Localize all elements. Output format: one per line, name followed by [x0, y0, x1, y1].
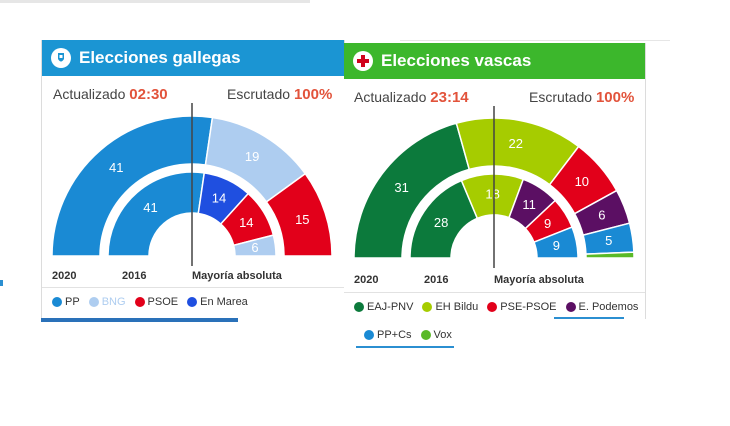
galicia-counted-pct: 100% — [293, 86, 333, 103]
seat-count-label: 31 — [394, 180, 408, 195]
galicia-updated-time: 02:30 — [129, 86, 168, 103]
legend-item-e-podemos[interactable]: E. Podemos — [565, 301, 639, 313]
seat-count-label: 22 — [509, 136, 523, 151]
ring-label: 2020 — [52, 270, 76, 282]
basque-title: Elecciones vascas — [381, 51, 532, 70]
galicia-bottom-bar — [41, 318, 238, 322]
legend-item-eh-bildu[interactable]: EH Bildu — [422, 301, 478, 313]
basque-header: Elecciones vascas — [344, 43, 645, 79]
legend-item-bng[interactable]: BNG — [88, 296, 126, 308]
galicia-legend-divider — [42, 287, 344, 288]
legend-label: PSOE — [147, 296, 179, 308]
basque-legend-scroll-indicator — [554, 317, 624, 319]
seat-count-label: 9 — [544, 216, 551, 231]
legend-label: En Marea — [200, 296, 248, 308]
seat-segment-2016-bng — [232, 234, 277, 257]
legend-item-eaj-pnv[interactable]: EAJ-PNV — [354, 301, 413, 313]
legend-item-pp[interactable]: PP — [52, 296, 80, 308]
legend-label: PSE-PSOE — [500, 301, 557, 313]
legend-item-pp-cs[interactable]: PP+Cs — [364, 329, 412, 341]
basque-legend-row-2-underline — [356, 346, 454, 348]
seat-segment-2020-vox — [585, 251, 635, 259]
basque-counted: Escrutado 100% — [529, 89, 635, 106]
legend-item-vox[interactable]: Vox — [420, 329, 452, 341]
legend-dot-icon — [364, 330, 374, 340]
seat-count-label: 18 — [485, 187, 499, 202]
seat-count-label: 10 — [575, 174, 589, 189]
ring-label: Mayoría absoluta — [494, 274, 585, 286]
legend-label: BNG — [101, 296, 126, 308]
ring-label: Mayoría absoluta — [192, 270, 283, 282]
galicia-legend: PP BNG PSOE En Marea — [52, 296, 257, 308]
basque-legend-divider — [344, 292, 645, 293]
left-edge-mark — [0, 280, 3, 286]
basque-legend-row-2: PP+Cs Vox — [364, 329, 461, 341]
seat-segment-2016-pp — [107, 171, 206, 257]
seat-count-label: 28 — [434, 215, 448, 230]
galicia-updated: Actualizado 02:30 — [53, 86, 168, 103]
galicia-results-panel: Elecciones gallegas Actualizado 02:30 Es… — [41, 40, 345, 318]
legend-dot-icon — [134, 297, 145, 307]
legend-dot-icon — [354, 302, 364, 312]
galicia-title: Elecciones gallegas — [79, 48, 241, 67]
galicia-shield-icon — [51, 48, 71, 68]
legend-label: Vox — [433, 329, 452, 341]
legend-dot-icon — [487, 302, 498, 312]
seat-count-label: 14 — [239, 215, 253, 230]
seat-count-label: 6 — [251, 240, 258, 255]
legend-item-pse-psoe[interactable]: PSE-PSOE — [487, 301, 557, 313]
legend-label: EAJ-PNV — [367, 301, 414, 313]
legend-label: PP+Cs — [377, 329, 412, 341]
legend-item-en-marea[interactable]: En Marea — [187, 296, 248, 308]
seat-count-label: 5 — [605, 233, 612, 248]
legend-label: E. Podemos — [578, 301, 639, 313]
galicia-header: Elecciones gallegas — [42, 40, 344, 76]
seat-count-label: 9 — [553, 238, 560, 253]
seat-count-label: 15 — [295, 212, 309, 227]
basque-cross-icon — [353, 51, 373, 71]
legend-dot-icon — [422, 302, 433, 312]
legend-label: EH Bildu — [435, 301, 479, 313]
basque-updated-time: 23:14 — [430, 89, 469, 106]
galicia-hemicycle-chart: 41 19 15 41 14 14 6 2020 2016 Mayoría absoluta — [51, 103, 333, 282]
top-border — [0, 0, 310, 3]
ring-label: 2016 — [424, 274, 448, 286]
seat-segment-2016-pp-cs — [533, 226, 579, 259]
seat-count-label: 14 — [212, 191, 226, 206]
ring-label: 2016 — [122, 270, 146, 282]
legend-dot-icon — [52, 297, 62, 307]
legend-dot-icon — [420, 330, 431, 340]
legend-dot-icon — [88, 297, 99, 307]
basque-updated: Actualizado 23:14 — [354, 89, 469, 106]
legend-dot-icon — [565, 302, 576, 312]
ring-label: 2020 — [354, 274, 378, 286]
seat-count-label: 41 — [109, 160, 123, 175]
seat-count-label: 6 — [598, 207, 605, 222]
basque-results-panel: Elecciones vascas Actualizado 23:14 Escr… — [344, 43, 646, 319]
legend-dot-icon — [187, 297, 198, 307]
basque-counted-pct: 100% — [595, 89, 635, 106]
seat-segment-2020-pp — [51, 115, 214, 257]
top-border-right — [400, 40, 670, 41]
basque-legend-row-1: EAJ-PNV EH Bildu PSE-PSOE E. Podemos — [354, 301, 645, 313]
seat-count-label: 11 — [522, 197, 536, 212]
seat-count-label: 41 — [143, 200, 157, 215]
legend-label: PP — [65, 296, 80, 308]
seat-segment-2020-psoe — [265, 172, 333, 257]
legend-item-psoe[interactable]: PSOE — [134, 296, 179, 308]
basque-hemicycle-chart: 31 22 10 65 28 18 11 99 2020 2016 Mayoría absoluta — [353, 106, 635, 286]
galicia-counted: Escrutado 100% — [227, 86, 333, 103]
seat-count-label: 19 — [245, 149, 259, 164]
